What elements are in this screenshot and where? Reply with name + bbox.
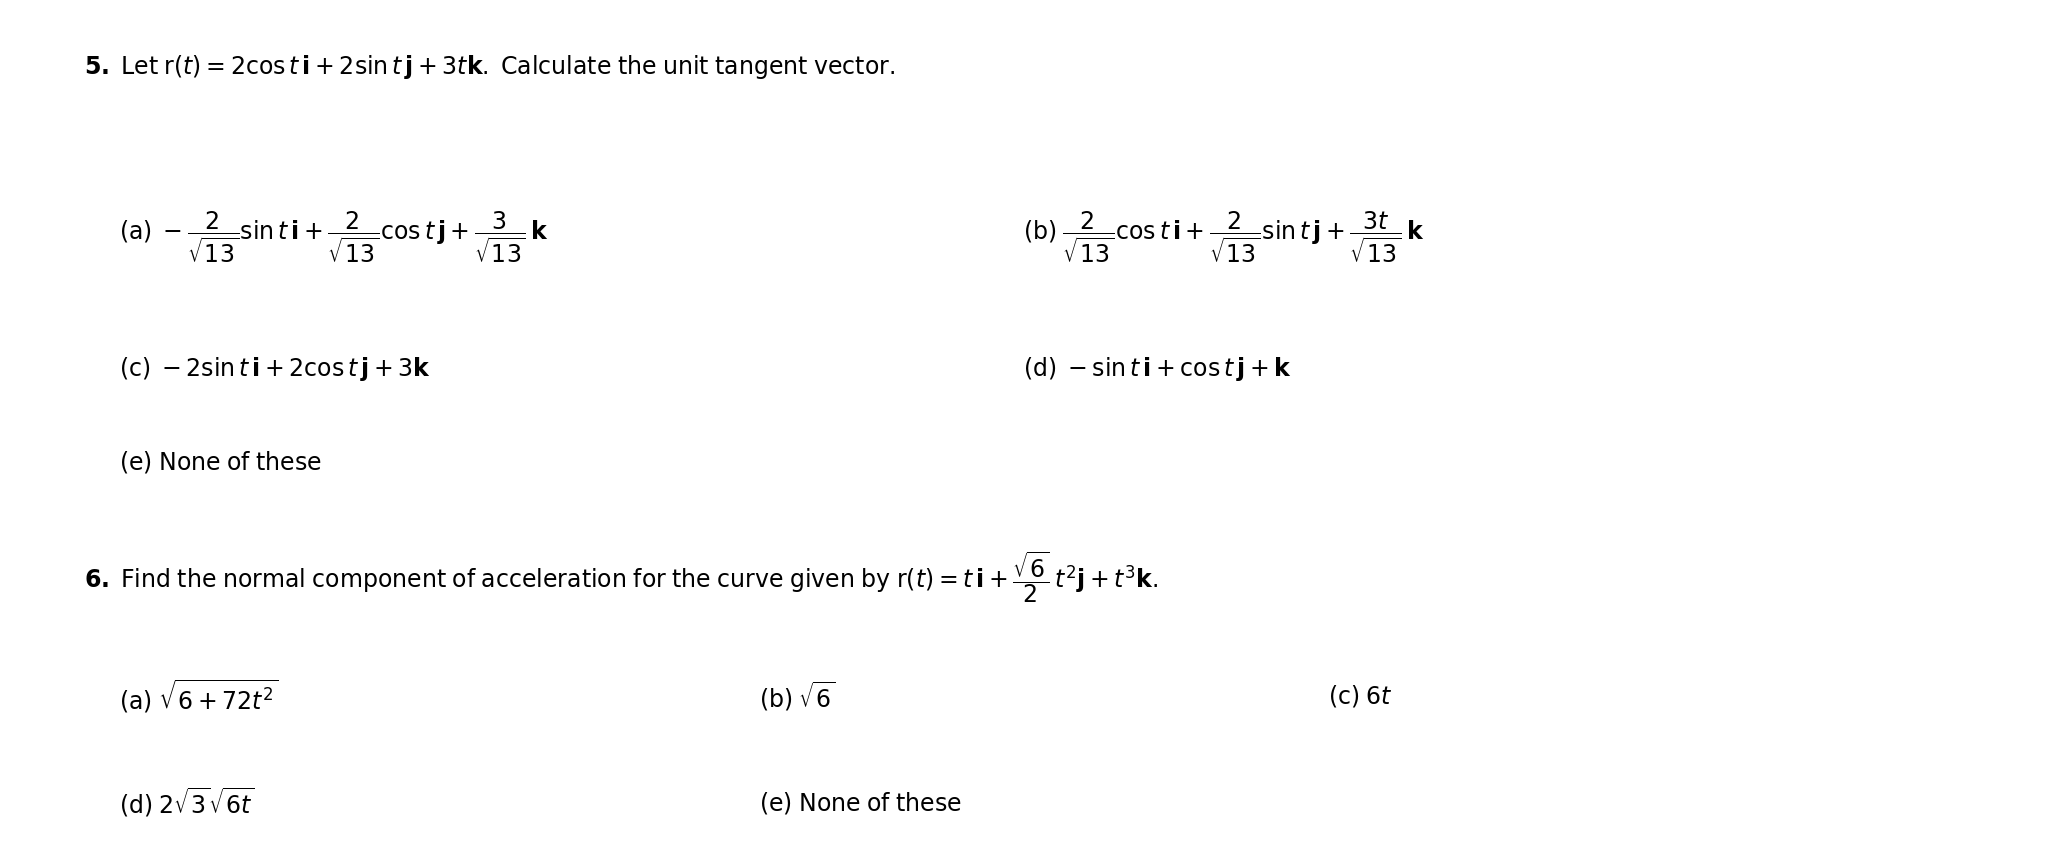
Text: $\mathbf{6.}\; \mathrm{Find\; the\; normal\; component\; of\; acceleration\; for: $\mathbf{6.}\; \mathrm{Find\; the\; norm… <box>84 549 1158 605</box>
Text: $(\mathrm{b})\; \sqrt{6}$: $(\mathrm{b})\; \sqrt{6}$ <box>759 680 835 713</box>
Text: $(\mathrm{e})\; \mathrm{None\; of\; these}$: $(\mathrm{e})\; \mathrm{None\; of\; thes… <box>759 790 962 816</box>
Text: $(\mathrm{a})\; \sqrt{6 + 72t^{2}}$: $(\mathrm{a})\; \sqrt{6 + 72t^{2}}$ <box>119 677 278 715</box>
Text: $(\mathrm{c})\; -2\sin t\,\mathbf{i} + 2\cos t\,\mathbf{j} + 3\mathbf{k}$: $(\mathrm{c})\; -2\sin t\,\mathbf{i} + 2… <box>119 355 430 382</box>
Text: $(\mathrm{c})\; 6t$: $(\mathrm{c})\; 6t$ <box>1328 683 1393 709</box>
Text: $(\mathrm{e})\; \mathrm{None\; of\; these}$: $(\mathrm{e})\; \mathrm{None\; of\; thes… <box>119 449 321 475</box>
Text: $(\mathrm{d})\; -\sin t\,\mathbf{i} + \cos t\,\mathbf{j} + \mathbf{k}$: $(\mathrm{d})\; -\sin t\,\mathbf{i} + \c… <box>1023 355 1291 382</box>
Text: $(\mathrm{a})\; -\dfrac{2}{\sqrt{13}}\sin t\,\mathbf{i} + \dfrac{2}{\sqrt{13}}\c: $(\mathrm{a})\; -\dfrac{2}{\sqrt{13}}\si… <box>119 208 548 265</box>
Text: $\mathbf{5.}\; \mathrm{Let\; r}(t) = 2\cos t\,\mathbf{i} + 2\sin t\,\mathbf{j} +: $\mathbf{5.}\; \mathrm{Let\; r}(t) = 2\c… <box>84 53 896 80</box>
Text: $(\mathrm{b})\; \dfrac{2}{\sqrt{13}}\cos t\,\mathbf{i} + \dfrac{2}{\sqrt{13}}\si: $(\mathrm{b})\; \dfrac{2}{\sqrt{13}}\cos… <box>1023 208 1424 265</box>
Text: $(\mathrm{d})\; 2\sqrt{3}\sqrt{6t}$: $(\mathrm{d})\; 2\sqrt{3}\sqrt{6t}$ <box>119 786 254 819</box>
